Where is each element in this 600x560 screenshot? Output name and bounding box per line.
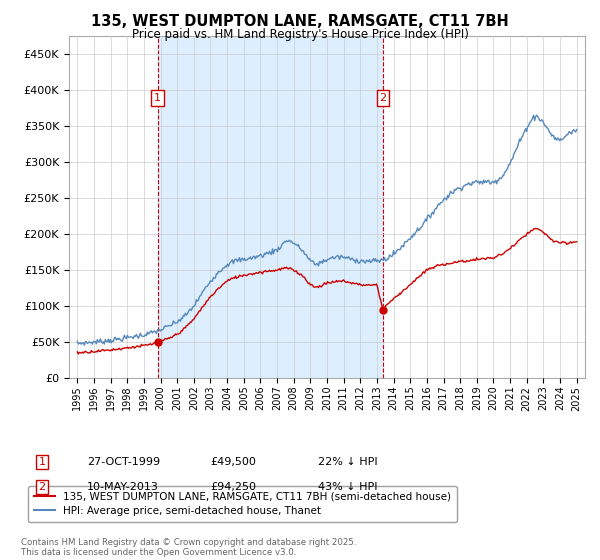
Text: 135, WEST DUMPTON LANE, RAMSGATE, CT11 7BH: 135, WEST DUMPTON LANE, RAMSGATE, CT11 7… (91, 14, 509, 29)
Text: Price paid vs. HM Land Registry's House Price Index (HPI): Price paid vs. HM Land Registry's House … (131, 28, 469, 41)
Text: 27-OCT-1999: 27-OCT-1999 (87, 457, 160, 467)
Text: 10-MAY-2013: 10-MAY-2013 (87, 482, 159, 492)
Bar (158, 36, 383, 378)
Text: 2: 2 (379, 93, 386, 103)
Text: Contains HM Land Registry data © Crown copyright and database right 2025.
This d: Contains HM Land Registry data © Crown c… (21, 538, 356, 557)
Text: 2: 2 (38, 482, 46, 492)
Text: £49,500: £49,500 (210, 457, 256, 467)
Text: 22% ↓ HPI: 22% ↓ HPI (318, 457, 377, 467)
Text: £94,250: £94,250 (210, 482, 256, 492)
Legend: 135, WEST DUMPTON LANE, RAMSGATE, CT11 7BH (semi-detached house), HPI: Average p: 135, WEST DUMPTON LANE, RAMSGATE, CT11 7… (28, 486, 457, 522)
Text: 1: 1 (154, 93, 161, 103)
Text: 43% ↓ HPI: 43% ↓ HPI (318, 482, 377, 492)
Text: 1: 1 (38, 457, 46, 467)
